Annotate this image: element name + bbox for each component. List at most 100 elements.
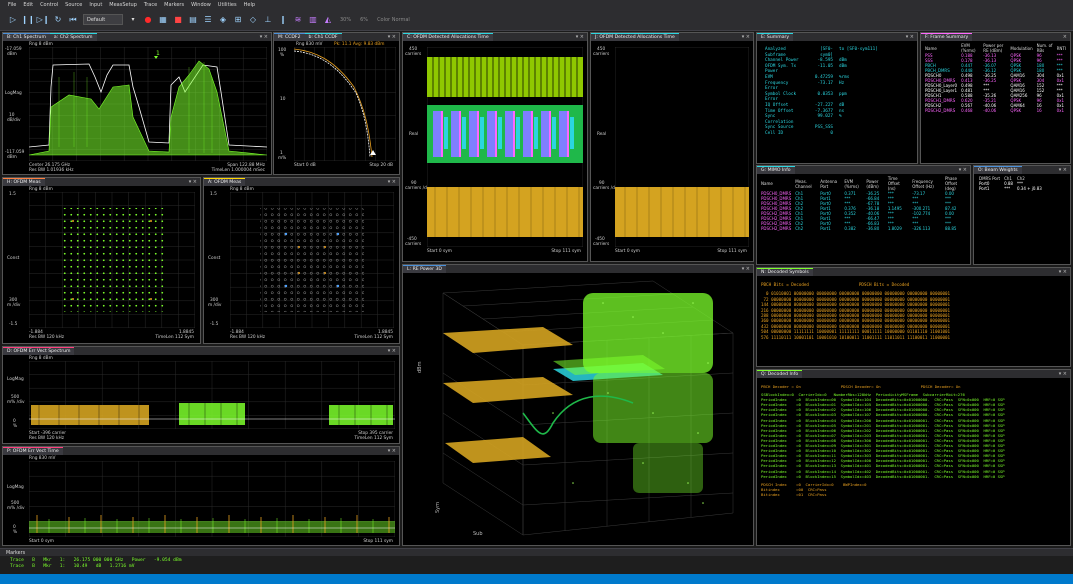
spectrum-plot[interactable]: 1 (29, 47, 267, 161)
tab-re-power-3d[interactable]: L: RE Power 3D (403, 265, 446, 273)
frame-row[interactable]: PDSCH0_Layer1 0.481 *** QAM16 152 *** (923, 88, 1068, 93)
const1-plot[interactable] (29, 192, 195, 328)
color-normal-label[interactable]: Color Normal (377, 16, 410, 23)
tab-ofdm-meas-a[interactable]: A: OFDM Meas (204, 178, 246, 186)
tab-frame-summary[interactable]: F: Frame Summary (921, 33, 973, 41)
trace-icon[interactable]: ≋ (294, 15, 302, 24)
beam-column-header[interactable]: Ch1 (1004, 176, 1012, 181)
alloc2-plot[interactable] (615, 47, 749, 247)
tab-summary[interactable]: E: Summary (757, 33, 794, 41)
grid-icon[interactable]: ▦ (159, 15, 167, 24)
window-controls[interactable]: ▾ × (958, 167, 967, 173)
window-controls[interactable]: ▾ × (387, 34, 396, 40)
tab-ccdf2[interactable]: M: CCDF2 (274, 33, 305, 41)
beam-column-header[interactable]: Ch2 (1016, 176, 1025, 181)
frame-row[interactable]: PDSCH1 0.588 -35.26 QAM256 96 0x1 (923, 93, 1068, 98)
power3d-plot[interactable]: dBm Sym Sub (403, 273, 753, 545)
zoom-icon[interactable]: ⊞ (234, 15, 242, 24)
errspec-plot[interactable] (29, 361, 395, 429)
mimo-row[interactable]: PDSCH2_DMRS Ch2 Port0 *** -66.83 *** *** *** (759, 221, 968, 226)
window-controls[interactable]: ▾ × (905, 34, 914, 40)
preset-select[interactable]: Default (83, 14, 123, 25)
mimo-row[interactable]: PDSCH2_DMRS Ch1 Port1 *** -66.47 *** *** *** (759, 216, 968, 221)
mimo-column-header[interactable]: Antenna Port (820, 178, 838, 189)
tab-alloc1[interactable]: C: OFDM Detected Allocations Time (403, 33, 493, 41)
mimo-column-header[interactable]: Name (761, 181, 773, 186)
frame-column-header[interactable]: Num. of RBs (1036, 43, 1053, 53)
restart-icon[interactable]: ↻ (54, 15, 62, 24)
tab-ch1-ccdf[interactable]: b: Ch1 CCDF (304, 33, 342, 41)
menu-item-control[interactable]: Control (40, 1, 59, 8)
mimo-row[interactable]: PDSCH2_DMRS Ch1 Port0 0.352 -40.06 *** -102.77… (759, 211, 968, 216)
tab-ch1-spectrum[interactable]: B: Ch1 Spectrum (3, 33, 50, 41)
window-controls[interactable]: × (1062, 34, 1067, 40)
tab-beam-weights[interactable]: O: Beam Weights (974, 166, 1022, 174)
zoom1-label[interactable]: 30% (340, 16, 352, 23)
tab-mimo-info[interactable]: G: MIMO Info (757, 166, 795, 174)
alloc1-plot[interactable] (427, 47, 583, 247)
menu-item-edit[interactable]: Edit (23, 1, 34, 8)
menu-item-help[interactable]: Help (243, 1, 256, 8)
tab-decoded-info[interactable]: Q: Decoded Info (757, 370, 803, 378)
beam-column-header[interactable]: DMRS Port (979, 176, 1001, 181)
mimo-row[interactable]: PDSCH0_DMRS Ch1 Port0 0.371 -36.25 *** -73.17 0… (759, 191, 968, 196)
color-icon[interactable]: ◭ (324, 15, 332, 24)
beam-row[interactable]: Port1 *** 0.34 + j0.83 (977, 186, 1044, 191)
mimo-column-header[interactable]: Time Offset (ns) (887, 176, 900, 191)
chevron-down-icon[interactable]: ▾ (131, 16, 135, 23)
record-icon[interactable]: ● (144, 15, 152, 24)
menu-item-markers[interactable]: Markers (164, 1, 185, 8)
frame-row[interactable]: PDSCH2_DMRS 0.468 -40.06 QPSK 16 0x1 (923, 108, 1068, 113)
bars-icon[interactable]: ‖ (281, 15, 285, 24)
menu-item-window[interactable]: Window (191, 1, 211, 8)
beam-row[interactable]: Port0 0.88 *** (977, 181, 1044, 186)
frame-column-header[interactable]: Power per RE (dBm) (983, 43, 1004, 53)
menu-item-file[interactable]: File (8, 1, 17, 8)
frame-row[interactable]: PDSCH0 0.498 -36.25 QAM16 304 0x1 (923, 73, 1068, 78)
menu-item-input[interactable]: Input (89, 1, 103, 8)
mimo-row[interactable]: PDSCH2_DMRS Ch2 Port1 0.382 -36.80 1.8029 -326… (759, 226, 968, 231)
frame-row[interactable]: SSS 0.178 -36.13 QPSK 96 *** (923, 58, 1068, 63)
menu-item-source[interactable]: Source (65, 1, 83, 8)
mimo-column-header[interactable]: Power (dBm) (866, 178, 879, 189)
frame-row[interactable]: PDSCH2 0.567 -40.06 QAM64 16 0x1 (923, 103, 1068, 108)
histogram-icon[interactable]: ▥ (309, 15, 317, 24)
mimo-column-header[interactable]: Phase Offset (deg) (945, 176, 958, 191)
frame-row[interactable]: PSS 0.188 -36.13 QPSK 96 *** (923, 53, 1068, 58)
frame-row[interactable]: PDSCH0_Layer0 0.498 *** QAM16 152 *** (923, 83, 1068, 88)
errtime-plot[interactable] (29, 461, 395, 537)
mimo-row[interactable]: PDSCH0_DMRS Ch2 Port0 *** -67.78 *** *** *** (759, 201, 968, 206)
mimo-column-header[interactable]: Meas. Channel (795, 178, 812, 189)
window-controls[interactable]: ▾ × (259, 34, 268, 40)
mimo-row[interactable]: PDSCH0_DMRS Ch1 Port1 *** -66.84 *** *** *** (759, 196, 968, 201)
menu-item-utilities[interactable]: Utilities (217, 1, 237, 8)
tile-icon[interactable]: ☰ (204, 15, 212, 24)
marker-row[interactable]: Trace B Mkr 1: 10.49 dB 1.2716 mV (10, 564, 135, 569)
frame-row[interactable]: PBCH 0.447 -36.07 QPSK 180 *** (923, 63, 1068, 68)
step-icon[interactable]: ▷❙ (36, 15, 50, 24)
tab-err-vect-time[interactable]: P: OFDM Err Vect Time (3, 447, 63, 455)
mimo-column-header[interactable]: Frequency Offset (Hz) (912, 178, 934, 189)
const2-plot[interactable] (230, 192, 394, 328)
layout-icon[interactable]: ▤ (189, 15, 197, 24)
window-controls[interactable]: ▾ × (1058, 167, 1067, 173)
frame-row[interactable]: PDSCH1_DMRS 0.620 -35.21 QPSK 96 0x1 (923, 98, 1068, 103)
window-controls[interactable]: ▾ × (1058, 371, 1067, 377)
window-controls[interactable]: ▾ × (1058, 269, 1067, 275)
peak-icon[interactable]: ⊥ (264, 15, 272, 24)
window-controls[interactable]: ▾ × (188, 179, 197, 185)
tab-err-vect-spectrum[interactable]: D: OFDM Err Vect Spectrum (3, 347, 75, 355)
frame-row[interactable]: PBCH_DMRS 0.448 -36.12 QPSK 180 *** (923, 68, 1068, 73)
window-controls[interactable]: ▾ × (741, 266, 750, 272)
ccdf-plot[interactable] (294, 47, 396, 161)
frame-column-header[interactable]: EVM (%rms) (961, 43, 976, 53)
tab-ofdm-meas-h[interactable]: H: OFDM Meas (3, 178, 45, 186)
frame-column-header[interactable]: RNTI (1056, 45, 1066, 51)
tab-ch2-spectrum[interactable]: a: Ch2 Spectrum (49, 33, 97, 41)
rewind-icon[interactable]: ⏮ (69, 14, 77, 24)
frame-column-header[interactable]: Name (925, 45, 937, 51)
tab-decoded-symbols[interactable]: N: Decoded Symbols (757, 268, 813, 276)
window-controls[interactable]: ▾ × (387, 448, 396, 454)
marker-icon[interactable]: ◈ (219, 15, 227, 24)
frame-row[interactable]: PDSCH0_DMRS 0.413 -36.25 QPSK 304 0x1 (923, 78, 1068, 83)
